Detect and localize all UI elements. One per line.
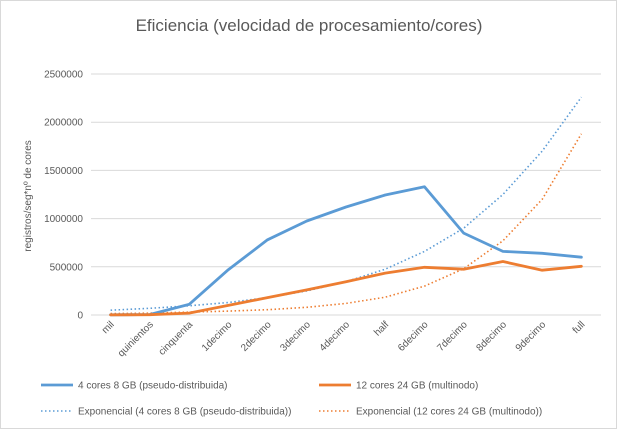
legend-label: Exponencial (4 cores 8 GB (pseudo-distri… [78,407,291,418]
x-tick-label: full [571,319,588,336]
y-axis-ticks: 0 500000 1000000 1500000 2000000 2500000 [44,70,83,322]
y-axis-title: registros/seg*nº de cores [23,140,34,251]
trendline-series-2 [110,96,583,311]
legend-label: Exponencial (12 cores 24 GB (multinodo)) [356,407,542,418]
x-tick-label: 1decimo [200,319,235,354]
x-tick-label: half [372,319,391,338]
series-lines [109,96,583,317]
gridlines [91,73,601,316]
x-tick-label: 8decimo [475,319,510,354]
y-tick-label: 500000 [50,262,84,273]
y-tick-label: 1000000 [44,214,83,225]
x-tick-label: 2decimo [239,319,274,354]
series-line-0 [109,185,583,317]
trendline-series-3 [110,133,583,315]
y-tick-label: 1500000 [44,166,83,177]
series-line-1 [109,260,583,317]
x-tick-label: 3decimo [278,319,313,354]
x-tick-label: quinientos [116,319,156,359]
x-tick-label: cinquenta [157,319,196,358]
x-tick-label: mil [100,319,117,336]
legend-label: 12 cores 24 GB (multinodo) [356,381,478,392]
x-tick-label: 9decimo [514,319,549,354]
x-tick-label: 7decimo [435,319,470,354]
y-tick-label: 0 [77,311,83,322]
chart-title: Eficiencia (velocidad de procesamiento/c… [136,16,483,35]
x-tick-label: 6decimo [396,319,431,354]
legend-label: 4 cores 8 GB (pseudo-distribuida) [78,381,228,392]
x-axis-ticks: mil quinientos cinquenta 1decimo 2decimo 3dec… [100,319,588,359]
x-tick-label: 4decimo [318,319,353,354]
y-tick-label: 2000000 [44,118,83,129]
y-tick-label: 2500000 [44,70,83,81]
legend: 4 cores 8 GB (pseudo-distribuida) 12 core… [41,381,542,418]
